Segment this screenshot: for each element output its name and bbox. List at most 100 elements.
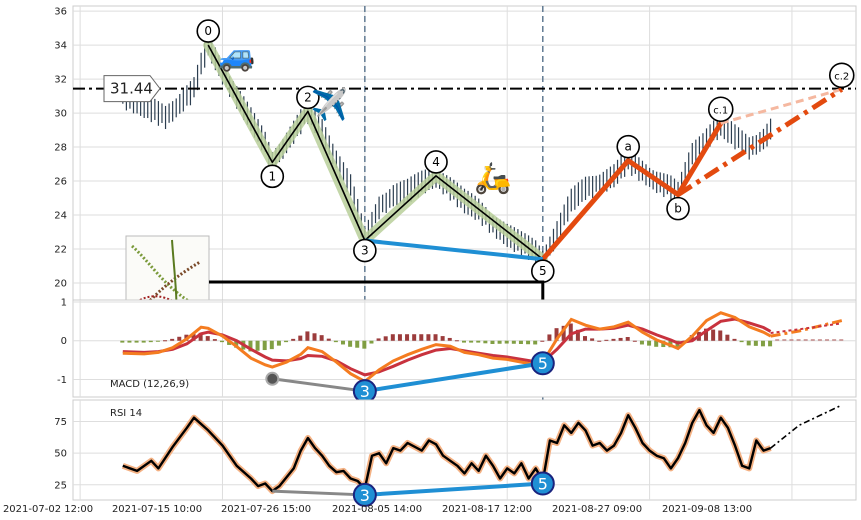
macd-histogram-bar: [839, 339, 844, 341]
macd-histogram-bar: [568, 323, 573, 341]
macd-histogram-bar: [376, 338, 381, 341]
y-tick-label: 28: [54, 143, 67, 154]
macd-histogram-bar: [191, 333, 196, 341]
macd-histogram-bar: [533, 340, 538, 345]
wave-point-label: 3: [361, 244, 369, 258]
macd-histogram-bar: [141, 340, 146, 343]
wave-point-marker: [616, 134, 641, 159]
macd-histogram-bar: [170, 338, 175, 341]
macd-histogram-bar: [291, 338, 296, 341]
macd-divergence-label: 3: [360, 382, 370, 401]
macd-histogram-bar: [739, 340, 744, 343]
macd-histogram-bar: [654, 340, 659, 347]
macd-histogram-bar: [362, 340, 367, 349]
macd-histogram-bar: [212, 339, 217, 341]
rsi-divergence-label: 5: [538, 475, 548, 494]
y-tick-label: 24: [54, 211, 67, 222]
macd-histogram-bar: [148, 340, 153, 343]
x-tick-label: 2021-09-08 13:00: [662, 504, 752, 515]
macd-histogram-bar: [355, 340, 360, 348]
macd-panel-label: MACD (12,26,9): [110, 379, 189, 390]
rsi-divergence-label: 3: [360, 486, 370, 505]
rsi-divergence-marker: [530, 471, 555, 496]
wave-point-label: a: [625, 140, 632, 154]
x-tick-label: 2021-07-02 12:00: [3, 504, 93, 515]
macd-histogram-bar: [333, 340, 338, 343]
macd-histogram-bar: [205, 336, 210, 341]
macd-prior-point: [265, 371, 280, 386]
macd-histogram-bar: [219, 340, 224, 343]
wave-point-marker: [353, 238, 377, 263]
wave-point-label: 1: [268, 169, 276, 183]
macd-histogram-bar: [440, 336, 445, 341]
macd-histogram-bar: [547, 334, 552, 341]
macd-histogram-bar: [732, 338, 737, 341]
wave-point-marker: [296, 85, 320, 110]
wave-point-label: 5: [539, 264, 547, 278]
macd-histogram-bar: [412, 334, 417, 341]
wave-point-marker: [196, 19, 221, 43]
wave-point-label: c.1: [713, 105, 728, 116]
macd-histogram-bar: [810, 339, 815, 341]
macd-histogram-bar: [340, 340, 345, 345]
macd-histogram-bar: [284, 340, 289, 343]
scooter-icon: 🛵: [474, 161, 511, 196]
y-tick-label: 22: [54, 245, 67, 256]
wave-point-label: 4: [432, 155, 440, 169]
macd-divergence-marker: [530, 351, 555, 376]
panel-frame: [72, 299, 857, 398]
car-icon: 🚙: [218, 38, 255, 73]
macd-histogram-bar: [390, 334, 395, 341]
y-tick-label: 26: [54, 177, 67, 188]
macd-histogram-bar: [647, 340, 652, 346]
rsi-line: [122, 408, 771, 493]
wave-point-marker: [828, 62, 855, 89]
rsi-prior-divergence-line: [272, 489, 365, 497]
macd-histogram-bar: [518, 340, 523, 344]
macd-histogram-bar: [768, 340, 773, 347]
x-tick-label: 2021-08-05 14:00: [332, 504, 422, 515]
macd-histogram-bar: [782, 339, 787, 341]
macd-histogram-bar: [312, 333, 317, 341]
macd-histogram-bar: [248, 340, 253, 352]
projection-c1-c2: [720, 87, 843, 125]
macd-histogram-bar: [348, 340, 353, 347]
wave-point-marker: [666, 196, 690, 221]
macd-histogram-bar: [575, 329, 580, 341]
y-tick-label: 0: [61, 336, 67, 347]
macd-histogram-bar: [326, 338, 331, 341]
macd-histogram-bar: [426, 334, 431, 341]
macd-histogram-bar: [462, 340, 466, 343]
y-tick-label: -1: [57, 375, 67, 386]
macd-histogram-bar: [604, 339, 609, 341]
macd-histogram-bar: [447, 337, 452, 341]
y-tick-label: 1: [61, 297, 67, 308]
macd-histogram-bar: [276, 340, 281, 346]
macd-histogram-bar: [234, 340, 239, 348]
macd-histogram-bar: [803, 339, 808, 341]
macd-histogram-bar: [177, 336, 182, 341]
rsi-divergence-marker: [352, 482, 377, 507]
y-tick-label: 36: [54, 7, 67, 18]
macd-projection: [770, 319, 843, 338]
macd-histogram-bar: [511, 340, 516, 344]
y-tick-label: 75: [54, 417, 67, 428]
y-tick-label: 25: [54, 480, 67, 491]
macd-histogram-bar: [711, 329, 716, 341]
wave-point-label: 2: [304, 90, 312, 104]
macd-histogram-bar: [469, 340, 474, 343]
x-axis: 2021-07-02 12:00 2021-07-15 10:00 2021-07-…: [3, 504, 752, 515]
macd-histogram-bar: [704, 328, 709, 341]
y-tick-label: 30: [54, 109, 67, 120]
macd-histogram-bar: [120, 340, 125, 343]
macd-histogram-bar: [134, 340, 139, 343]
wave-point-marker: [424, 150, 448, 174]
macd-histogram-bar: [775, 339, 780, 341]
macd-histogram-bar: [817, 339, 822, 341]
macd-histogram-bar: [483, 340, 488, 344]
macd-divergence-line: [364, 361, 544, 394]
macd-histogram-bar: [497, 340, 502, 344]
macd-histogram-bar: [753, 340, 758, 346]
macd-histogram-bar: [760, 340, 765, 347]
macd-histogram-bar: [625, 337, 630, 341]
